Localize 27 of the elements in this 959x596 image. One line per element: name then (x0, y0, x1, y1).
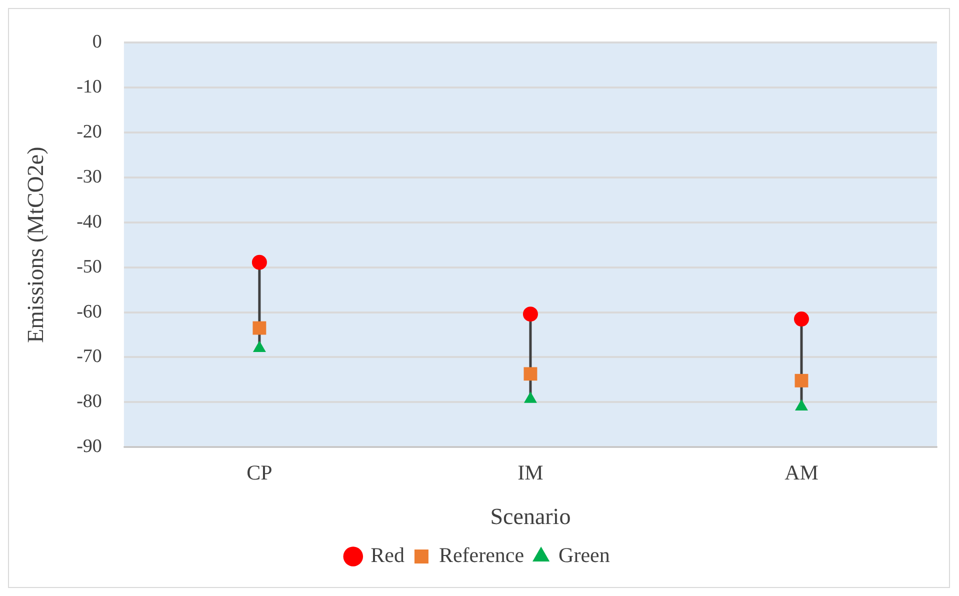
y-tick-label: -10 (76, 76, 102, 98)
y-tick-label: -70 (76, 346, 102, 368)
y-tick-label: -30 (76, 166, 102, 188)
legend-label: Reference (438, 543, 524, 568)
y-tick-label: -60 (76, 301, 102, 322)
y-tick-label: -80 (76, 391, 102, 412)
point (524, 367, 538, 381)
point (794, 374, 808, 388)
x-tick-label: AM (784, 460, 819, 484)
x-axis-title: Scenario (490, 504, 571, 530)
y-tick-label: -90 (76, 436, 102, 458)
point (794, 312, 809, 327)
x-tick-label: CP (246, 460, 272, 484)
y-axis-title: Emissions (MtCO2e) (22, 146, 48, 343)
point (252, 254, 267, 270)
y-tick-label: 0 (92, 31, 102, 52)
point (794, 399, 808, 410)
legend-label: Red (370, 543, 405, 568)
y-tick-label: -20 (76, 121, 102, 142)
point (522, 306, 538, 322)
point (252, 340, 266, 352)
legend-label: Green (558, 543, 610, 568)
y-tick-label: -40 (76, 211, 102, 232)
y-tick-label: -50 (76, 256, 102, 278)
point (252, 321, 266, 335)
point (524, 392, 537, 403)
x-tick-label: IM (518, 460, 544, 484)
